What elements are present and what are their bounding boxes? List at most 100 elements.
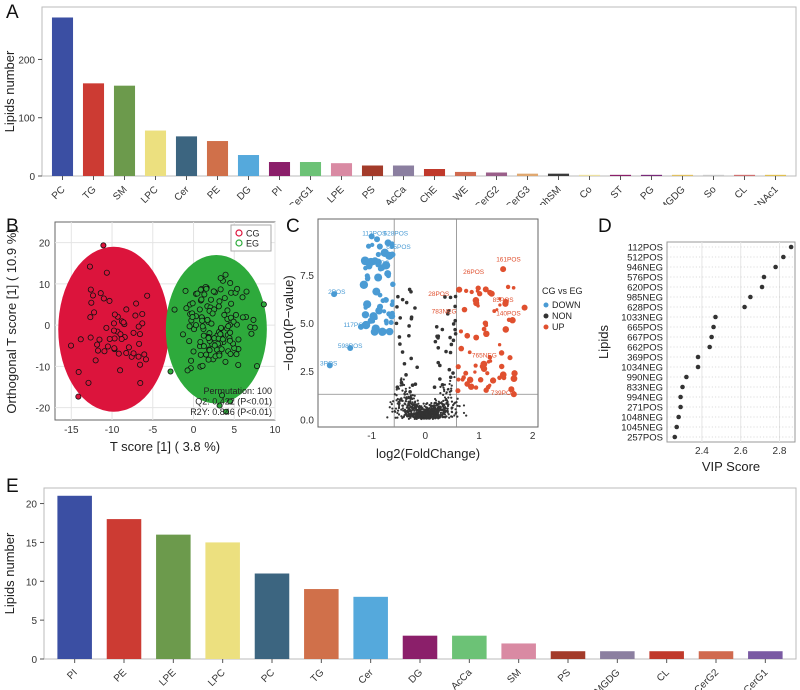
- x-tick-label: Cer: [357, 667, 377, 687]
- non-point: [411, 394, 414, 397]
- non-point: [458, 405, 461, 408]
- eg-point: [206, 347, 213, 354]
- cg-point: [132, 312, 139, 319]
- up-point: [511, 370, 518, 377]
- down-point: [377, 292, 383, 298]
- point-label: 140POS: [496, 310, 521, 317]
- x-tick-label: PG: [639, 184, 657, 202]
- point-label: 765NEG: [472, 353, 497, 360]
- eg-point: [223, 408, 230, 415]
- eg-point: [250, 316, 257, 323]
- up-point: [500, 266, 507, 273]
- non-point: [450, 396, 453, 399]
- eg-point: [222, 358, 229, 365]
- non-point: [407, 287, 412, 292]
- down-point: [331, 291, 338, 298]
- eg-point: [179, 331, 186, 338]
- up-point: [464, 288, 469, 293]
- non-point: [403, 402, 406, 405]
- eg-point: [225, 323, 232, 330]
- up-point: [502, 298, 509, 305]
- x-axis-label: VIP Score: [702, 459, 760, 474]
- bar: [299, 162, 322, 176]
- cg-point: [88, 299, 95, 306]
- up-point: [485, 371, 490, 376]
- cg-point: [115, 350, 122, 357]
- down-point: [375, 251, 381, 258]
- non-point: [447, 396, 450, 399]
- y-tick-label: 5.0: [300, 319, 314, 330]
- non-point: [450, 406, 453, 409]
- eg-point: [167, 368, 174, 375]
- non-point: [451, 415, 454, 418]
- x-tick-label: 10: [269, 425, 280, 436]
- cg-point: [135, 323, 142, 330]
- legend-marker: [543, 302, 549, 308]
- non-point: [425, 402, 429, 405]
- cg-point: [111, 345, 118, 352]
- y-tick-label: 1045NEG: [621, 423, 663, 434]
- non-point: [403, 408, 407, 411]
- bar: [206, 141, 229, 176]
- non-point: [397, 413, 401, 416]
- non-point: [446, 407, 449, 410]
- x-tick-label: MGDG: [658, 184, 688, 205]
- down-point: [326, 362, 333, 369]
- non-point: [415, 365, 419, 370]
- x-tick-label: PS: [360, 184, 377, 201]
- non-point: [445, 409, 449, 413]
- bar: [106, 519, 142, 659]
- up-point: [495, 308, 499, 312]
- x-tick-label: LPC: [139, 184, 161, 205]
- up-point: [521, 304, 528, 311]
- non-point: [408, 415, 411, 418]
- eg-point: [184, 367, 191, 374]
- non-point: [404, 411, 407, 414]
- eg-point: [235, 336, 242, 343]
- cg-point: [139, 320, 146, 327]
- non-point: [453, 375, 456, 379]
- y-tick-label: 665POS: [627, 323, 663, 334]
- non-point: [449, 393, 452, 396]
- y-tick-label: 946NEG: [627, 263, 663, 274]
- non-point: [462, 411, 466, 415]
- vip-point: [707, 344, 712, 350]
- down-point: [378, 327, 387, 336]
- non-point: [412, 397, 416, 400]
- cg-point: [100, 295, 107, 302]
- up-point: [487, 289, 493, 296]
- up-point: [483, 322, 489, 328]
- bar: [51, 17, 74, 176]
- down-point: [386, 311, 392, 317]
- non-point: [395, 388, 398, 391]
- bar: [175, 136, 198, 176]
- non-point: [402, 378, 405, 381]
- non-point: [434, 401, 438, 405]
- down-point: [390, 281, 396, 287]
- non-point: [444, 349, 448, 354]
- non-point: [409, 315, 414, 319]
- non-point: [422, 402, 425, 405]
- non-point: [396, 416, 399, 419]
- up-point: [464, 332, 471, 339]
- chart-e-lipid-counts: 0 5 10 15 20 Lipids number PI PE LPE LPC PC TG Cer DG…: [2, 487, 797, 690]
- y-tick-label: 985NEG: [627, 293, 663, 304]
- eg-point: [219, 336, 226, 343]
- up-point: [492, 309, 497, 313]
- non-point: [430, 402, 433, 405]
- x-tick-label: SM: [505, 667, 523, 685]
- non-point: [418, 405, 421, 409]
- non-point: [410, 383, 415, 387]
- non-point: [390, 403, 393, 406]
- y-tick-label: 7.5: [300, 271, 314, 282]
- eg-point: [183, 305, 190, 312]
- vip-point: [672, 434, 678, 440]
- x-tick-label: CerG1: [742, 667, 771, 690]
- eg-point: [219, 392, 226, 399]
- non-point: [394, 410, 397, 413]
- legend-label: CG: [246, 229, 260, 239]
- y-tick-label: 0: [31, 655, 37, 666]
- cg-point: [86, 263, 93, 270]
- non-point: [388, 406, 391, 409]
